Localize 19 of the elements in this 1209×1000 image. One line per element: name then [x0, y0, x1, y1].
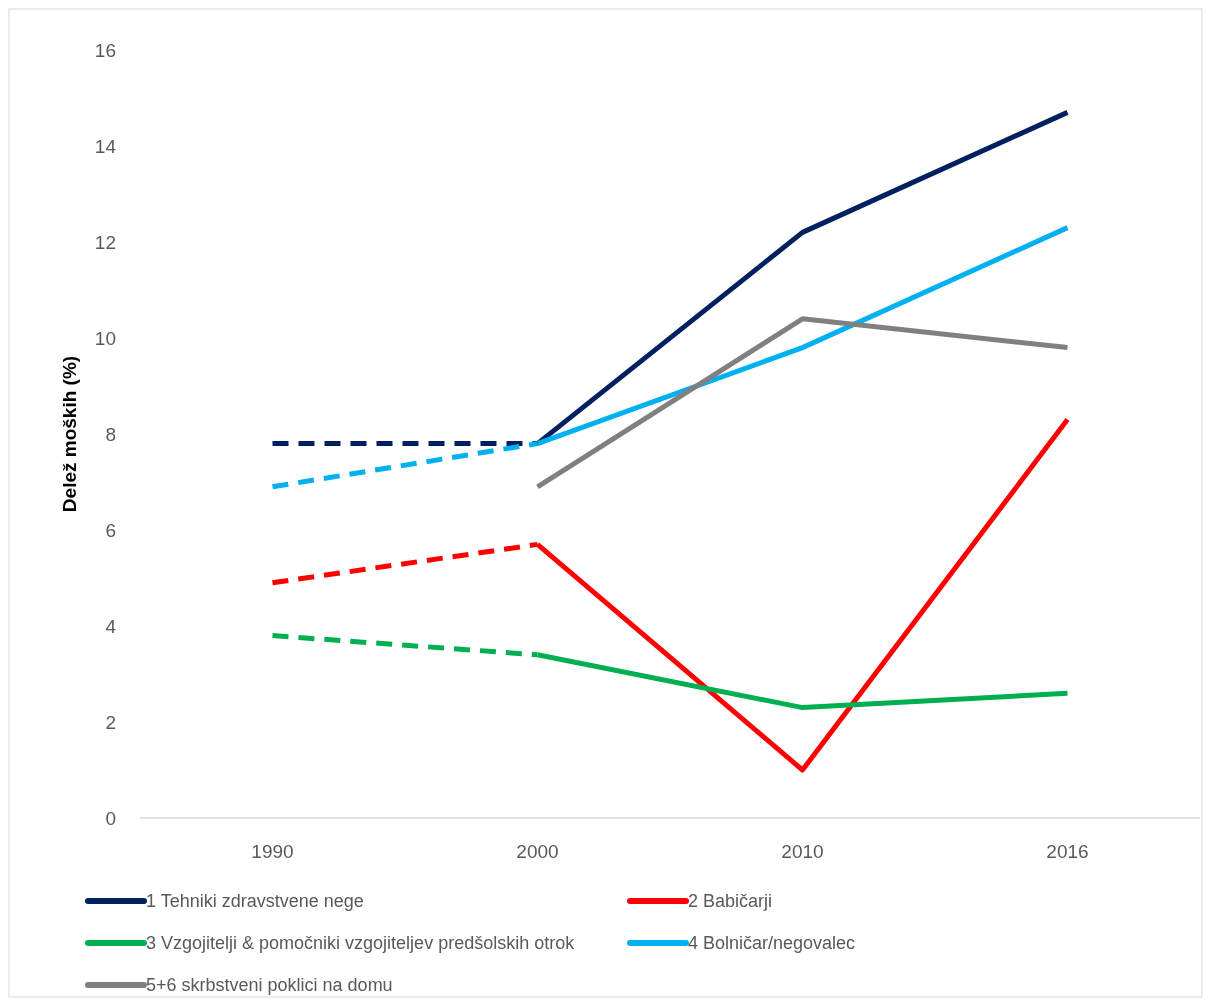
x-tick-label: 2016	[1046, 841, 1089, 862]
y-tick-label: 4	[105, 615, 117, 637]
y-tick-label: 2	[105, 711, 116, 733]
y-tick-label: 6	[105, 519, 116, 541]
legend-label: 2 Babičarji	[688, 891, 773, 912]
y-tick-label: 12	[94, 231, 116, 253]
y-tick-label: 16	[94, 39, 116, 61]
legend-label: 4 Bolničar/negovalec	[688, 933, 856, 954]
x-tick-label: 1990	[251, 841, 294, 862]
x-tick-label: 2010	[781, 841, 824, 862]
y-tick-label: 14	[94, 135, 117, 157]
legend-label: 1 Tehniki zdravstvene nege	[146, 891, 364, 912]
legend-label: 3 Vzgojitelji & pomočniki vzgojiteljev predšolskih otrok	[146, 933, 576, 954]
x-tick-label: 2000	[516, 841, 559, 862]
y-tick-label: 10	[94, 327, 116, 349]
y-tick-label: 8	[105, 423, 116, 445]
y-axis-title: Delež moških (%)	[59, 355, 80, 513]
legend-label: 5+6 skrbstveni poklici na domu	[146, 975, 393, 996]
y-tick-label: 0	[105, 807, 116, 829]
